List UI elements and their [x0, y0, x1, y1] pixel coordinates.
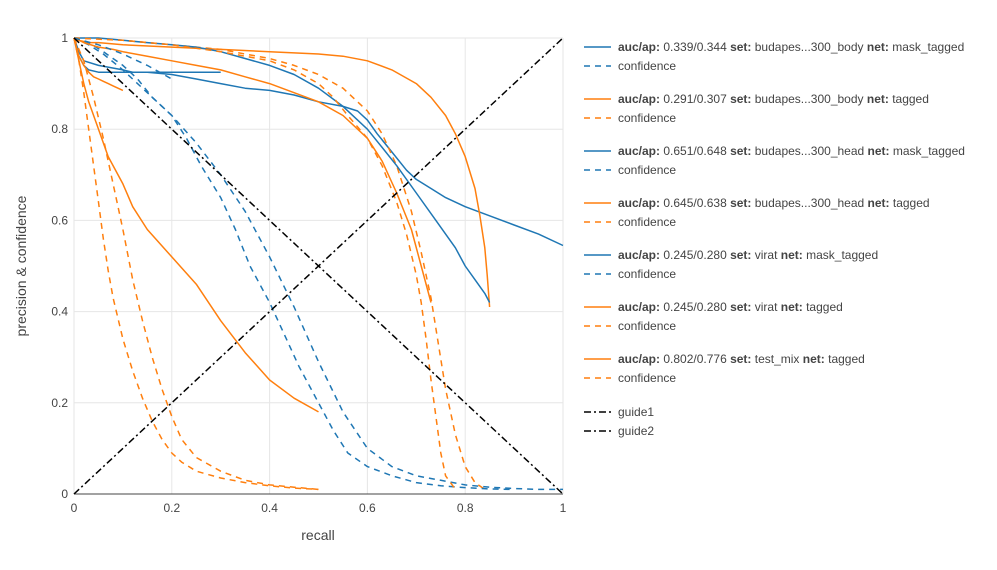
legend-item-14[interactable]: confidence	[584, 371, 676, 385]
x-axis-title: recall	[301, 527, 334, 543]
legend-item-3[interactable]: auc/ap: 0.291/0.307 set: budapes...300_b…	[584, 92, 929, 106]
axis-ticks: 00 0.2 0.2 0.4 0.4 0.6 0.6 0.8 0.8 1 1	[51, 31, 566, 515]
legend-label: auc/ap: 0.339/0.344 set: budapes...300_b…	[618, 40, 964, 54]
legend-item-5[interactable]: auc/ap: 0.651/0.648 set: budapes...300_h…	[584, 144, 965, 158]
legend-item-1[interactable]: auc/ap: 0.339/0.344 set: budapes...300_b…	[584, 40, 964, 54]
series-line-7	[73, 37, 432, 303]
x-tick-label: 0	[71, 501, 78, 515]
legend-label: auc/ap: 0.291/0.307 set: budapes...300_b…	[618, 92, 929, 106]
legend-label: auc/ap: 0.245/0.280 set: virat net: mask…	[618, 248, 878, 262]
legend-label: confidence	[618, 111, 676, 125]
series-line-14	[73, 37, 319, 491]
series-line-8	[73, 37, 457, 490]
y-tick-label: 0.4	[51, 305, 68, 319]
legend-label: auc/ap: 0.802/0.776 set: test_mix net: t…	[618, 352, 865, 366]
series-line-10	[73, 37, 173, 80]
series-line-11	[73, 37, 319, 413]
series-line-5	[74, 37, 491, 303]
series-line-4	[73, 37, 486, 491]
grid	[73, 37, 564, 495]
plot-area	[73, 37, 564, 495]
legend-item-4[interactable]: confidence	[584, 111, 676, 125]
series-line-13	[73, 37, 124, 92]
legend-label: guide1	[618, 405, 654, 419]
legend-item-9[interactable]: auc/ap: 0.245/0.280 set: virat net: mask…	[584, 248, 878, 262]
legend-label: confidence	[618, 59, 676, 73]
series-line-6	[73, 37, 515, 491]
x-tick-label: 0.6	[359, 501, 376, 515]
legend-item-6[interactable]: confidence	[584, 163, 676, 177]
legend-label: guide2	[618, 424, 654, 438]
x-tick-label: 0.8	[457, 501, 474, 515]
legend-label: confidence	[618, 371, 676, 385]
series-line-16	[73, 37, 564, 495]
legend-label: confidence	[618, 319, 676, 333]
series-line-3	[73, 37, 491, 308]
y-tick-label: 0.8	[51, 122, 68, 136]
series-line-2	[73, 37, 563, 491]
legend-item-10[interactable]: confidence	[584, 267, 676, 281]
legend-item-16[interactable]: guide2	[584, 424, 654, 438]
x-tick-label: 0.4	[261, 501, 278, 515]
x-tick-label: 0.2	[163, 501, 180, 515]
legend-item-11[interactable]: auc/ap: 0.245/0.280 set: virat net: tagg…	[584, 300, 843, 314]
legend-item-13[interactable]: auc/ap: 0.802/0.776 set: test_mix net: t…	[584, 352, 865, 366]
series-line-12	[73, 37, 319, 491]
legend-item-15[interactable]: guide1	[584, 405, 654, 419]
legend-item-7[interactable]: auc/ap: 0.645/0.638 set: budapes...300_h…	[584, 196, 930, 210]
legend-label: auc/ap: 0.645/0.638 set: budapes...300_h…	[618, 196, 930, 210]
legend-label: auc/ap: 0.245/0.280 set: virat net: tagg…	[618, 300, 843, 314]
legend-label: confidence	[618, 267, 676, 281]
y-tick-label: 1	[61, 31, 68, 45]
legend[interactable]: auc/ap: 0.339/0.344 set: budapes...300_b…	[584, 40, 965, 438]
y-tick-label: 0.2	[51, 396, 68, 410]
series-line-1	[73, 37, 564, 247]
legend-item-2[interactable]: confidence	[584, 59, 676, 73]
y-tick-label: 0.6	[51, 213, 68, 227]
legend-label: confidence	[618, 163, 676, 177]
y-axis-title: precision & confidence	[13, 195, 29, 336]
y-tick-label: 0	[61, 487, 68, 501]
legend-item-12[interactable]: confidence	[584, 319, 676, 333]
x-tick-label: 1	[560, 501, 567, 515]
legend-label: confidence	[618, 215, 676, 229]
legend-label: auc/ap: 0.651/0.648 set: budapes...300_h…	[618, 144, 965, 158]
legend-item-8[interactable]: confidence	[584, 215, 676, 229]
